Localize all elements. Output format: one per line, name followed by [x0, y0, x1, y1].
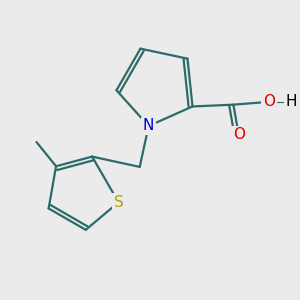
- Text: O: O: [263, 94, 275, 109]
- Text: N: N: [143, 118, 154, 134]
- Text: S: S: [114, 195, 123, 210]
- Text: O: O: [233, 128, 245, 142]
- Text: H: H: [286, 94, 297, 109]
